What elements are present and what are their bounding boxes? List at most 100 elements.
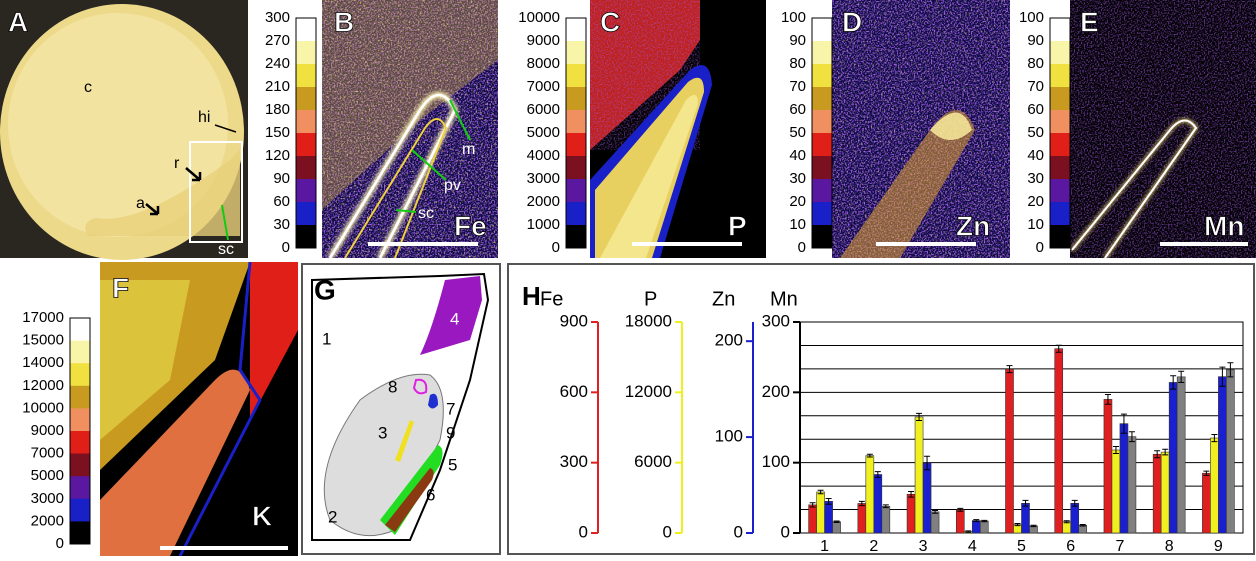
x-tick-label: 7: [1115, 538, 1124, 555]
colorbar-tick-label: 90: [273, 170, 290, 187]
bar: [1071, 503, 1079, 533]
annotation: r: [174, 155, 180, 172]
x-tick-label: 4: [968, 538, 977, 555]
bar: [833, 522, 841, 533]
bar: [1022, 503, 1030, 533]
colorbar-tick-label: 0: [1036, 239, 1044, 256]
colorbar-tick-label: 300: [265, 9, 290, 26]
colorbar-segment: [1050, 133, 1070, 157]
colorbar-tick-label: 3000: [31, 490, 64, 507]
colorbar-segment: [566, 225, 586, 249]
colorbar-segment: [70, 499, 90, 522]
colorbar-segment: [566, 179, 586, 203]
colorbar-tick-label: 10: [789, 216, 806, 233]
colorbar-segment: [1050, 64, 1070, 88]
colorbar-segment: [70, 408, 90, 431]
colorbar-tick-label: 50: [789, 124, 806, 141]
bar: [972, 521, 980, 533]
y-tick-label: 900: [560, 311, 588, 330]
colorbar-segment: [1050, 41, 1070, 65]
colorbar-tick-label: 0: [552, 239, 560, 256]
axis-title: P: [644, 288, 657, 310]
bar: [1177, 377, 1185, 533]
element-label: Zn: [956, 210, 990, 241]
colorbar-tick-label: 10000: [518, 9, 560, 26]
y-tick-label: 6000: [634, 452, 672, 471]
colorbar-tick-label: 12000: [22, 377, 64, 394]
panel-label: G: [314, 274, 336, 305]
colorbar-segment: [812, 110, 832, 134]
colorbar-segment: [812, 202, 832, 226]
bar: [1055, 349, 1063, 533]
bar: [866, 456, 874, 533]
colorbar-tick-label: 5000: [31, 467, 64, 484]
bar: [1063, 522, 1071, 533]
colorbar-tick-label: 4000: [527, 147, 560, 164]
colorbar-tick-label: 60: [789, 101, 806, 118]
y-tick-label: 12000: [625, 382, 672, 401]
colorbar-segment: [296, 87, 316, 111]
colorbar-segment: [70, 386, 90, 409]
region-label: 2: [328, 507, 337, 526]
colorbar-segment: [1050, 156, 1070, 180]
bar: [915, 417, 923, 533]
annotation: sc: [218, 241, 234, 258]
colorbar-segment: [812, 18, 832, 42]
colorbar-tick-label: 50: [1027, 124, 1044, 141]
panel-label: E: [1080, 6, 1099, 37]
bar: [1153, 454, 1161, 533]
colorbar-segment: [566, 87, 586, 111]
colorbar-tick-label: 1000: [527, 216, 560, 233]
region-label: 7: [446, 399, 455, 418]
colorbar-tick-label: 9000: [527, 32, 560, 49]
y-tick-label: 300: [560, 452, 588, 471]
colorbar-tick-label: 6000: [527, 101, 560, 118]
panel-label: D: [842, 6, 862, 37]
colorbar-segment: [296, 133, 316, 157]
bar: [923, 463, 931, 533]
colorbar-tick-label: 60: [273, 193, 290, 210]
colorbar-tick-label: 80: [789, 55, 806, 72]
axis-title: Fe: [540, 288, 563, 310]
colorbar-segment: [70, 521, 90, 544]
colorbar-segment: [70, 431, 90, 454]
bar: [825, 501, 833, 533]
element-label: Fe: [454, 210, 487, 241]
colorbar-segment: [296, 41, 316, 65]
colorbar-segment: [566, 110, 586, 134]
colorbar-segment: [70, 476, 90, 499]
panel-label: H: [522, 281, 541, 311]
x-tick-label: 8: [1165, 538, 1174, 555]
colorbar-segment: [566, 18, 586, 42]
bar: [1120, 424, 1128, 533]
colorbar-tick-label: 15000: [22, 332, 64, 349]
colorbar-segment: [812, 179, 832, 203]
panel-label: A: [8, 6, 28, 37]
bar: [1169, 382, 1177, 533]
annotation: c: [84, 79, 92, 96]
colorbar-tick-label: 2000: [527, 193, 560, 210]
region-label: 3: [378, 423, 387, 442]
region-label: 1: [322, 329, 331, 348]
figure: A c hi r a sc B Fe m pv sc C P D Zn E Mn…: [0, 0, 1256, 556]
colorbar-segment: [812, 64, 832, 88]
colorbar-segment: [1050, 179, 1070, 203]
bar: [809, 505, 817, 533]
panel-label: F: [112, 272, 129, 303]
x-tick-label: 5: [1017, 538, 1026, 555]
y-tick-label: 0: [781, 522, 790, 541]
bar: [1226, 370, 1234, 533]
bar: [882, 506, 890, 533]
colorbar-tick-label: 70: [1027, 78, 1044, 95]
colorbar-segment: [70, 318, 90, 341]
x-tick-label: 1: [820, 538, 829, 555]
y-tick-label: 200: [762, 382, 790, 401]
colorbar-segment: [812, 133, 832, 157]
y-tick-label: 0: [663, 522, 672, 541]
colorbar-tick-label: 0: [798, 239, 806, 256]
region-label: 4: [450, 309, 459, 328]
annotation: hi: [198, 109, 210, 126]
colorbar-segment: [566, 202, 586, 226]
panel-g: G 1 2 3 4 5 6 7 8 9: [302, 264, 500, 554]
colorbar-segment: [296, 225, 316, 249]
